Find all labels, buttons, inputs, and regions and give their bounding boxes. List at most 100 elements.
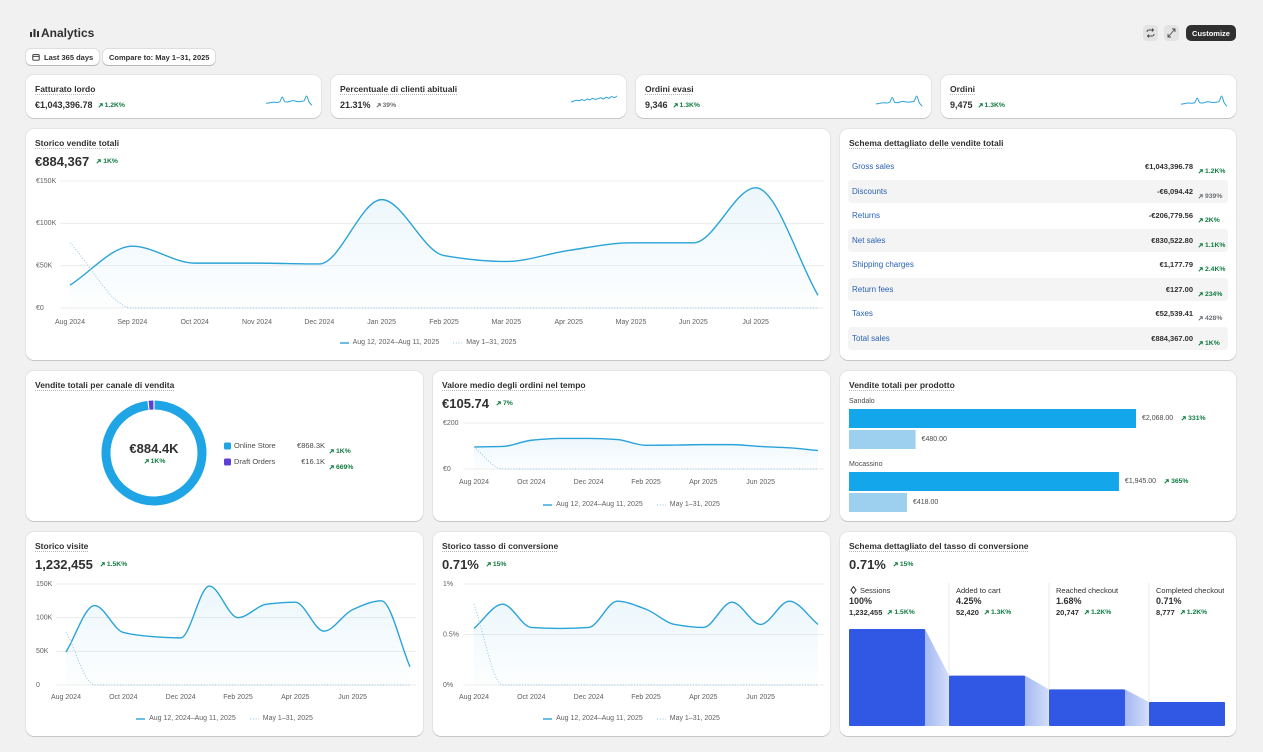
row-name: Discounts — [852, 186, 888, 196]
trend-arrow — [496, 401, 501, 406]
funnel-bar — [849, 629, 925, 726]
kpi-card: Percentuale di clienti abituali 21.31% 39% — [331, 75, 626, 118]
arrow-path — [1198, 267, 1203, 272]
headline-value: €105.74 — [442, 396, 489, 411]
change-value: 1.2K% — [1090, 609, 1112, 616]
trend-arrow — [1198, 267, 1203, 272]
row-value: €1,043,396.78 — [1145, 162, 1193, 171]
y-tick-label: 50K — [36, 648, 49, 655]
legend-swatch — [656, 718, 666, 719]
compare-button[interactable]: Compare to: May 1–31, 2025 — [103, 49, 216, 65]
row-value: €127.00 — [1165, 284, 1193, 294]
kpi-row: €1,043,396.78 1.2K% — [35, 100, 125, 110]
trend-arrow — [144, 459, 149, 464]
change: 331% — [1180, 415, 1206, 422]
kpi-row: 9,346 1.3K% — [645, 100, 700, 110]
bar-value-label: €2,068.00 — [1142, 415, 1174, 422]
funnel-bar — [1149, 702, 1225, 726]
x-tick-label: Jun 2025 — [746, 479, 775, 486]
trend-arrow — [1198, 316, 1203, 321]
change-value: 1.2K% — [104, 101, 125, 109]
kpi-card: Ordini 9,475 1.3K% — [941, 75, 1236, 118]
x-tick-label: Oct 2024 — [517, 694, 546, 701]
compare-label: Compare to: May 1–31, 2025 — [109, 52, 210, 62]
step-count: 1,232,455 — [849, 608, 883, 617]
trend-arrow — [1198, 169, 1203, 174]
row-change: 234% — [1197, 285, 1222, 303]
step-count: 20,747 — [1056, 608, 1079, 617]
legend-item: Aug 12, 2024–Aug 11, 2025 — [543, 715, 643, 722]
kpi-title: Ordini — [950, 84, 976, 94]
series-line — [473, 437, 819, 452]
change: 365% — [1163, 478, 1188, 485]
change: 2.4K% — [1197, 266, 1225, 273]
funnel-bar — [949, 675, 1025, 726]
x-tick-label: Nov 2024 — [242, 319, 272, 326]
arrow-path — [1181, 416, 1186, 421]
x-tick-label: Aug 2024 — [459, 694, 489, 701]
line-chart: 0 50K 100K 150K Aug 2024 Oct 2024 Dec 2024 Feb … — [36, 581, 416, 701]
step-label: Completed checkout — [1156, 586, 1225, 595]
change: 1K% — [328, 448, 351, 455]
refresh-button[interactable] — [1143, 25, 1158, 41]
change: 1.3K% — [977, 102, 1005, 109]
fullscreen-button[interactable] — [1164, 25, 1179, 41]
conversion-card: Storico tasso di conversione 0.71% 15% 0% 0.… — [433, 532, 830, 736]
funnel-chart — [849, 583, 1225, 726]
bar-label-row: €480.00 — [922, 430, 947, 449]
x-tick-label: Dec 2024 — [166, 694, 196, 701]
row-change: 939% — [1197, 187, 1222, 205]
trend-arrow — [1198, 193, 1203, 199]
arrow-path — [1198, 169, 1203, 174]
refresh-icon — [1146, 28, 1155, 38]
bar-chart — [849, 409, 1136, 512]
series-area — [66, 586, 410, 685]
trend-arrow — [1180, 610, 1185, 615]
arrow-path — [1198, 242, 1203, 248]
legend-change: 669% — [328, 458, 353, 476]
series-area — [474, 438, 818, 469]
trend-arrow — [672, 102, 678, 108]
legend: Aug 12, 2024–Aug 11, 2025 May 1–31, 2025 — [433, 501, 830, 508]
date-range-button[interactable]: Last 365 days — [26, 49, 100, 65]
headline: 0.71% 15% — [442, 557, 506, 572]
series-line — [65, 631, 410, 686]
row-name: Shipping charges — [852, 260, 914, 269]
sparkline — [570, 95, 618, 103]
headline: €884,367 1K% — [35, 154, 118, 169]
change: 1.5K% — [886, 609, 915, 616]
kpi-title: Fatturato lordo — [35, 84, 96, 94]
y-tick-label: €200 — [443, 420, 459, 427]
change-value: 1.2K% — [1205, 168, 1226, 175]
legend-swatch — [453, 342, 463, 343]
card-title: Valore medio degli ordini nel tempo — [442, 380, 586, 390]
series-line — [473, 446, 818, 470]
x-tick-label: Oct 2024 — [180, 319, 209, 326]
kpi-card: Fatturato lordo €1,043,396.78 1.2K% — [26, 75, 321, 118]
x-tick-label: Aug 2024 — [55, 319, 85, 326]
change-value: 39% — [382, 101, 397, 109]
change-value: 1K% — [336, 447, 351, 455]
change-value: 7% — [503, 400, 513, 407]
sparkline-line — [1180, 95, 1228, 107]
customize-button[interactable]: Customize — [1186, 25, 1236, 41]
row-change: 1.2K% — [1197, 162, 1225, 180]
x-tick-label: Mar 2025 — [492, 319, 522, 326]
series-line — [65, 585, 411, 668]
legend-label: Online Store — [234, 441, 276, 450]
calendar-icon — [32, 54, 40, 61]
arrow-path — [1180, 610, 1185, 615]
x-tick-label: Feb 2025 — [429, 319, 459, 326]
card-title: Schema dettagliato delle vendite totali — [849, 138, 1004, 148]
series-line — [473, 604, 818, 686]
card-title: Schema dettagliato del tasso di conversi… — [849, 541, 1029, 551]
kpi-value: €1,043,396.78 — [35, 100, 93, 110]
change: 1.3K% — [983, 609, 1011, 616]
arrow-path — [1198, 193, 1203, 199]
customize-label: Customize — [1192, 28, 1230, 38]
headline-value: 1,232,455 — [35, 557, 93, 572]
trend-arrow — [1198, 291, 1203, 297]
arrow-path — [1198, 291, 1203, 297]
arrow-path — [984, 610, 989, 615]
